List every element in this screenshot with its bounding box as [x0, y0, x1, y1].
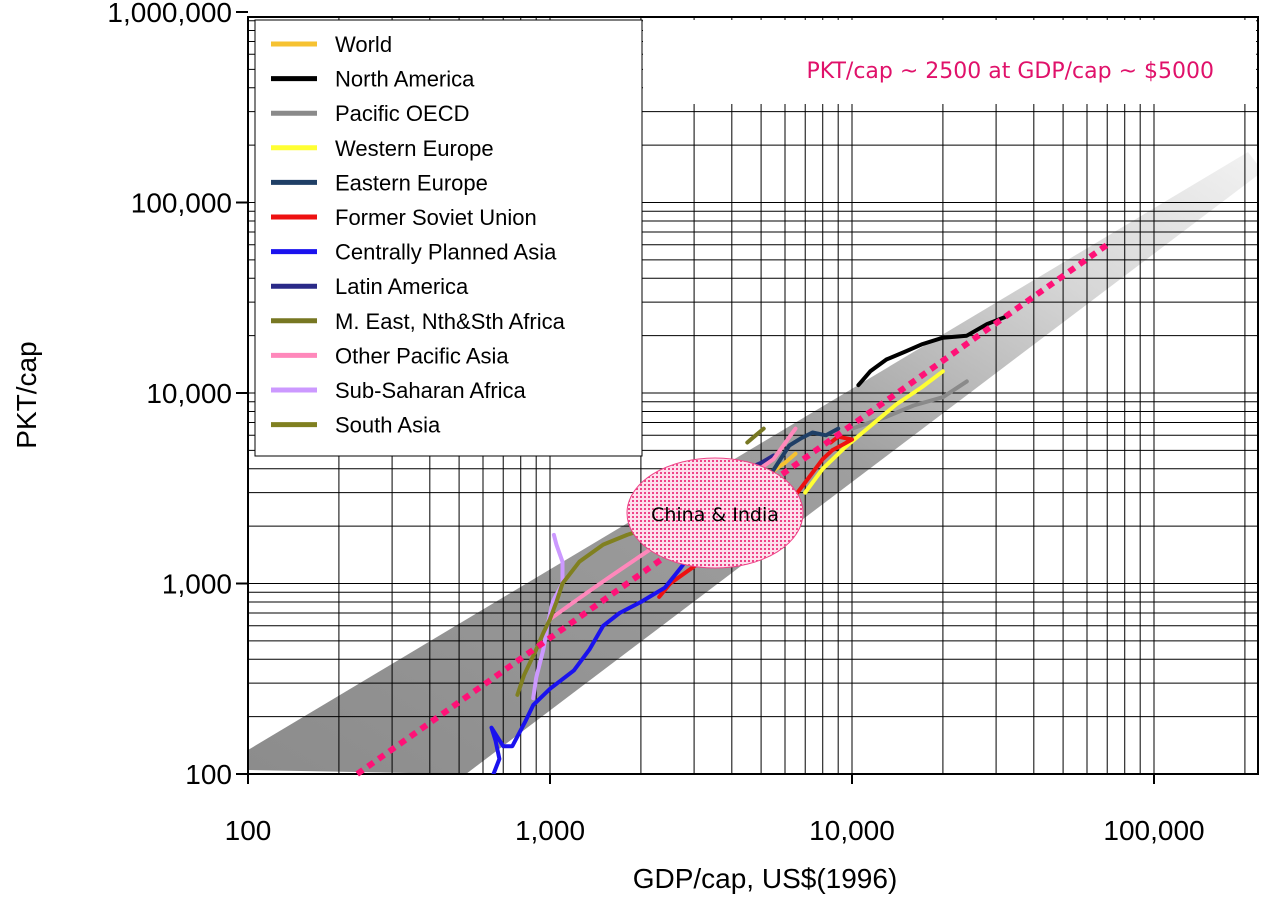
legend: World North America Pacific OECD Western Eu…: [255, 20, 642, 456]
x-tick-label: 10,000: [809, 815, 895, 846]
legend-label: Centrally Planned Asia: [335, 240, 557, 265]
x-axis-label: GDP/cap, US$(1996): [633, 863, 898, 894]
y-tick-label: 10,000: [146, 378, 232, 409]
y-tick-label: 100,000: [131, 188, 232, 219]
x-tick-label: 100: [225, 815, 272, 846]
legend-label: North America: [335, 67, 475, 92]
china-india-label: China & India: [651, 504, 779, 526]
legend-label: South Asia: [335, 413, 441, 438]
trend-annotation: PKT/cap ~ 2500 at GDP/cap ~ $5000: [807, 59, 1215, 84]
legend-label: M. East, Nth&Sth Africa: [335, 309, 566, 334]
legend-label: World: [335, 32, 392, 57]
legend-label: Western Europe: [335, 136, 494, 161]
legend-label: Sub-Saharan Africa: [335, 378, 527, 403]
legend-label: Eastern Europe: [335, 170, 488, 195]
y-tick-label: 100: [185, 759, 232, 790]
legend-label: Latin America: [335, 274, 469, 299]
legend-label: Former Soviet Union: [335, 205, 537, 230]
x-tick-label: 100,000: [1103, 815, 1204, 846]
y-axis-label: PKT/cap: [11, 341, 42, 448]
y-tick-label: 1,000,000: [107, 0, 232, 28]
x-tick-label: 1,000: [515, 815, 585, 846]
y-tick-label: 1,000: [162, 569, 232, 600]
legend-label: Other Pacific Asia: [335, 343, 509, 368]
legend-label: Pacific OECD: [335, 101, 469, 126]
